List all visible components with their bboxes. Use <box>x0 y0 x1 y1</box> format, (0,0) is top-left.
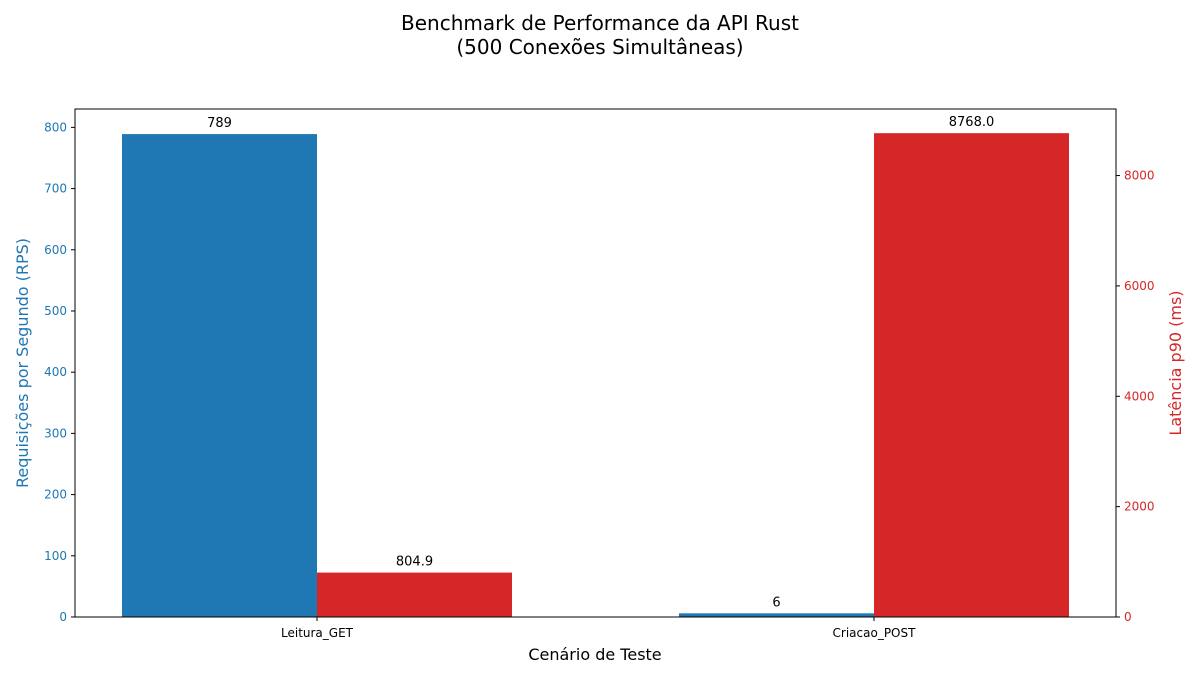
bar-Leitura_GET-series-0 <box>122 134 317 617</box>
chart-title-line-2: (500 Conexões Simultâneas) <box>456 35 743 59</box>
left-axis-ticks: 0 100 200 300 400 500 600 700 800 <box>44 120 75 624</box>
left-tick-label: 600 <box>44 243 67 257</box>
right-tick-label: 6000 <box>1124 279 1155 293</box>
right-axis-ticks: 0 2000 4000 6000 8000 <box>1116 169 1155 624</box>
left-tick-label: 0 <box>59 610 67 624</box>
data-label-Criacao_POST-series-0: 6 <box>772 595 780 610</box>
y-axis-right-label: Latência p90 (ms) <box>1166 290 1185 435</box>
left-tick-label: 700 <box>44 182 67 196</box>
bar-Criacao_POST-series-1 <box>874 133 1069 618</box>
right-tick-label: 8000 <box>1124 169 1155 183</box>
left-tick-label: 100 <box>44 549 67 563</box>
bars-layer <box>122 133 1069 618</box>
x-axis-label: Cenário de Teste <box>528 645 661 664</box>
data-label-Leitura_GET-series-1: 804.9 <box>396 555 433 570</box>
left-tick-label: 400 <box>44 365 67 379</box>
chart-title-line-1: Benchmark de Performance da API Rust <box>401 11 799 35</box>
left-tick-label: 300 <box>44 426 67 440</box>
right-tick-label: 2000 <box>1124 500 1155 514</box>
bar-Criacao_POST-series-0 <box>679 613 874 617</box>
y-axis-left-label: Requisições por Segundo (RPS) <box>13 238 32 488</box>
data-labels-layer: 789 804.9 6 8768.0 <box>207 115 994 610</box>
data-label-Leitura_GET-series-0: 789 <box>207 116 232 131</box>
left-tick-label: 200 <box>44 488 67 502</box>
x-axis-ticks: Leitura_GET Criacao_POST <box>281 617 916 640</box>
bar-Leitura_GET-series-1 <box>317 572 512 617</box>
x-tick-label: Criacao_POST <box>833 626 917 640</box>
left-tick-label: 500 <box>44 304 67 318</box>
data-label-Criacao_POST-series-1: 8768.0 <box>949 115 995 130</box>
right-tick-label: 4000 <box>1124 389 1155 403</box>
right-tick-label: 0 <box>1124 610 1132 624</box>
left-tick-label: 800 <box>44 120 67 134</box>
plot-frame <box>74 108 1117 618</box>
x-tick-label: Leitura_GET <box>281 626 354 640</box>
